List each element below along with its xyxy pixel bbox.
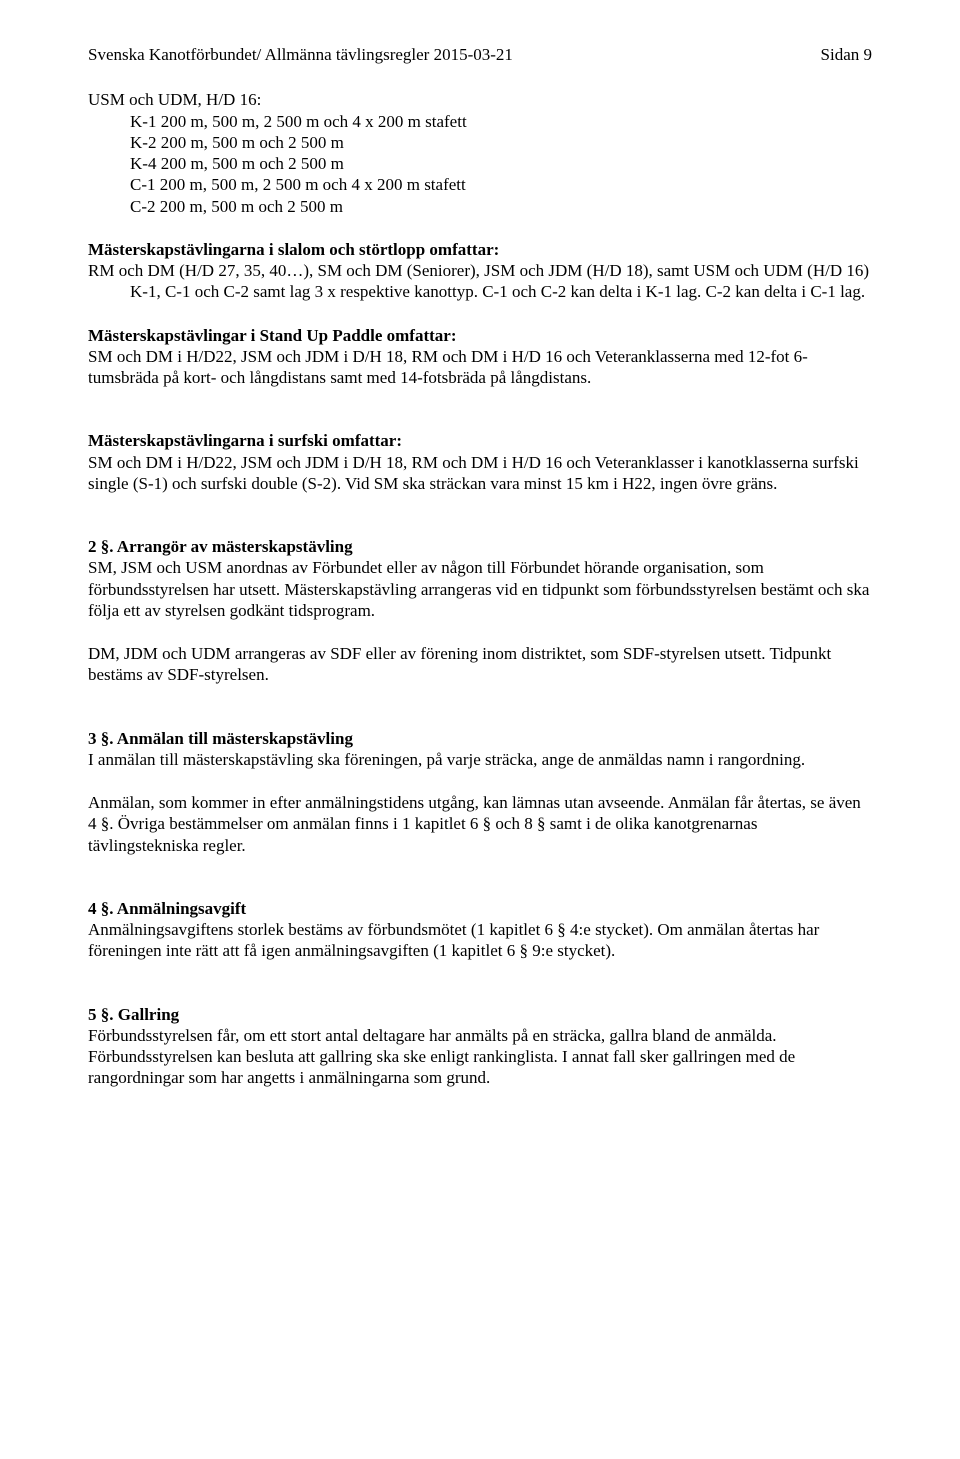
sec2-title: 2 §. Arrangör av mästerskapstävling	[88, 536, 872, 557]
sup-section: Mästerskapstävlingar i Stand Up Paddle o…	[88, 325, 872, 389]
sec2-p2: DM, JDM och UDM arrangeras av SDF eller …	[88, 643, 872, 686]
usm-k2: K-2 200 m, 500 m och 2 500 m	[88, 132, 872, 153]
header-left: Svenska Kanotförbundet/ Allmänna tävling…	[88, 44, 513, 65]
usm-c1: C-1 200 m, 500 m, 2 500 m och 4 x 200 m …	[88, 174, 872, 195]
sup-body: SM och DM i H/D22, JSM och JDM i D/H 18,…	[88, 346, 872, 389]
sup-title: Mästerskapstävlingar i Stand Up Paddle o…	[88, 325, 872, 346]
sec3-p1: I anmälan till mästerskapstävling ska fö…	[88, 749, 872, 770]
sec4-p1: Anmälningsavgiftens storlek bestäms av f…	[88, 919, 872, 962]
usm-section: USM och UDM, H/D 16: K-1 200 m, 500 m, 2…	[88, 89, 872, 217]
sec5-title: 5 §. Gallring	[88, 1004, 872, 1025]
section-4: 4 §. Anmälningsavgift Anmälningsavgiften…	[88, 898, 872, 962]
header-right: Sidan 9	[821, 44, 872, 65]
surfski-section: Mästerskapstävlingarna i surfski omfatta…	[88, 430, 872, 494]
slalom-section: Mästerskapstävlingarna i slalom och stör…	[88, 239, 872, 303]
slalom-title: Mästerskapstävlingarna i slalom och stör…	[88, 239, 872, 260]
page-header: Svenska Kanotförbundet/ Allmänna tävling…	[88, 44, 872, 65]
usm-heading: USM och UDM, H/D 16:	[88, 89, 872, 110]
surfski-title: Mästerskapstävlingarna i surfski omfatta…	[88, 430, 872, 451]
slalom-body2: K-1, C-1 och C-2 samt lag 3 x respektive…	[88, 281, 872, 302]
section-3: 3 §. Anmälan till mästerskapstävling I a…	[88, 728, 872, 856]
section-5: 5 §. Gallring Förbundsstyrelsen får, om …	[88, 1004, 872, 1089]
usm-k4: K-4 200 m, 500 m och 2 500 m	[88, 153, 872, 174]
slalom-body1: RM och DM (H/D 27, 35, 40…), SM och DM (…	[88, 260, 872, 281]
section-2: 2 §. Arrangör av mästerskapstävling SM, …	[88, 536, 872, 686]
sec3-p2: Anmälan, som kommer in efter anmälningst…	[88, 792, 872, 856]
sec2-p1: SM, JSM och USM anordnas av Förbundet el…	[88, 557, 872, 621]
surfski-body: SM och DM i H/D22, JSM och JDM i D/H 18,…	[88, 452, 872, 495]
sec4-title: 4 §. Anmälningsavgift	[88, 898, 872, 919]
sec3-title: 3 §. Anmälan till mästerskapstävling	[88, 728, 872, 749]
usm-c2: C-2 200 m, 500 m och 2 500 m	[88, 196, 872, 217]
usm-k1: K-1 200 m, 500 m, 2 500 m och 4 x 200 m …	[88, 111, 872, 132]
sec5-p1: Förbundsstyrelsen får, om ett stort anta…	[88, 1025, 872, 1089]
